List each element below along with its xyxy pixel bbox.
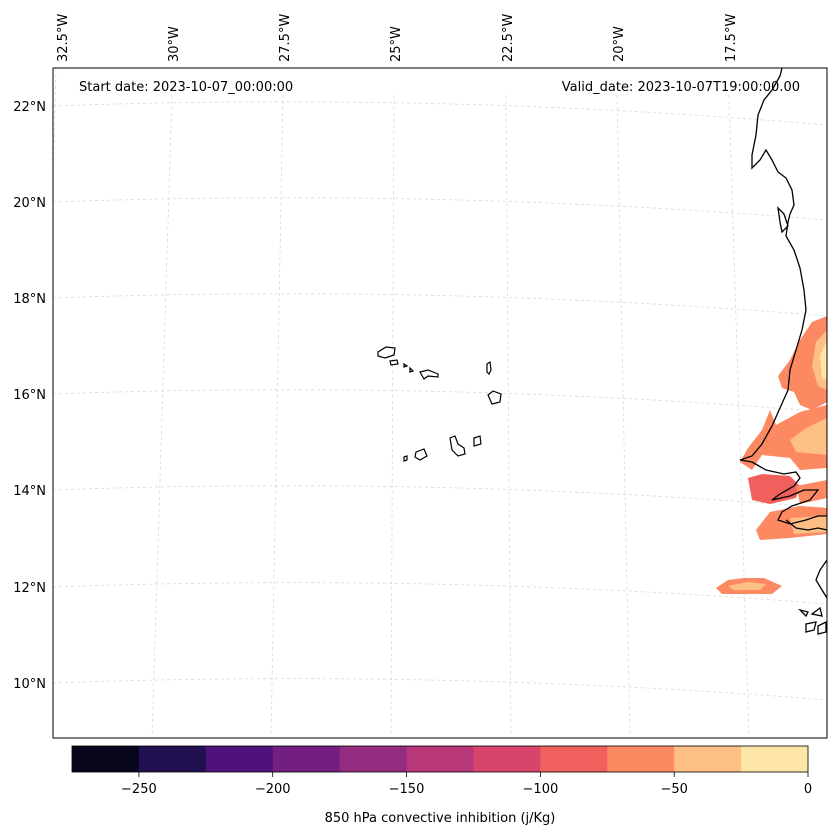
lat-label-14n: 14°N: [13, 484, 46, 499]
colorbar-bin-5: [406, 746, 474, 772]
colorbar-label: 850 hPa convective inhibition (j/Kg): [325, 811, 556, 826]
colorbar-tick-label: −250: [121, 782, 157, 797]
lon-label-17-5w: 17.5°W: [724, 14, 739, 62]
longitude-labels: 32.5°W 30°W 27.5°W 25°W 22.5°W 20°W 17.5…: [56, 14, 739, 62]
map-frame: [52, 67, 828, 739]
colorbar-bin-1: [138, 746, 207, 772]
colorbar-bins: [72, 746, 809, 772]
contour-region-north: [778, 316, 827, 410]
gridline-lon-20w: [616, 94, 631, 739]
colorbar-bin-4: [339, 746, 408, 772]
contour-region-senegal: [740, 405, 827, 470]
colorbar-bin-3: [272, 746, 341, 772]
gridline-lon-17-5w: [728, 94, 750, 739]
lon-label-27-5w: 27.5°W: [278, 14, 293, 62]
colorbar-bin-10: [741, 746, 809, 772]
contour-region-offshore-south-inner: [728, 582, 766, 590]
map-background: [53, 68, 827, 738]
lon-label-32-5w: 32.5°W: [56, 14, 71, 62]
island-sao-vicente: [389, 359, 399, 366]
gridline-lat-12n: [52, 582, 828, 605]
start-date-label: Start date: 2023-10-07_00:00:00: [79, 80, 293, 95]
lat-label-18n: 18°N: [13, 292, 46, 307]
coastline-banc-arguin: [777, 206, 789, 234]
lat-label-16n: 16°N: [13, 388, 46, 403]
gridline-lon-27-5w: [270, 94, 284, 739]
lon-label-20w: 20°W: [612, 26, 627, 62]
gridline-lat-14n: [52, 485, 828, 509]
gridline-lat-18n: [52, 293, 828, 317]
gridline-lat-22n: [52, 101, 828, 126]
island-brava: [403, 455, 408, 462]
colorbar-tick-label: −200: [255, 782, 291, 797]
colorbar-bin-6: [473, 746, 541, 772]
island-ilheu: [409, 366, 415, 373]
gridlines: [52, 67, 828, 739]
colorbar-bin-8: [607, 746, 675, 772]
coastlines: [739, 67, 828, 635]
colorbar-bin-0: [72, 746, 140, 772]
gridline-lat-20n: [52, 197, 828, 221]
colorbar: −250 −200 −150 −100 −50 0 850 hPa convec…: [71, 745, 812, 826]
island-sal: [486, 360, 492, 376]
island-sao-nicolau: [419, 369, 439, 380]
coastline-mainland: [739, 67, 827, 525]
latitude-labels: 22°N 20°N 18°N 16°N 14°N 12°N 10°N: [13, 100, 46, 692]
lat-label-10n: 10°N: [13, 677, 46, 692]
coastline-bissau: [785, 519, 828, 531]
contour-region-senegal-inner: [790, 418, 827, 455]
colorbar-bin-7: [540, 746, 608, 772]
lon-label-30w: 30°W: [167, 26, 182, 62]
valid-date-label: Valid_date: 2023-10-07T19:00:00.00: [562, 80, 800, 95]
colorbar-tick-label: −50: [660, 782, 687, 797]
gridline-lat-16n: [52, 389, 828, 413]
map-panel: Start date: 2023-10-07_00:00:00 Valid_da…: [13, 14, 828, 739]
island-fogo: [414, 448, 428, 461]
colorbar-bin-9: [674, 746, 742, 772]
colorbar-tick-label: −150: [389, 782, 425, 797]
colorbar-ticks: −250 −200 −150 −100 −50 0: [121, 772, 812, 797]
colorbar-bin-2: [205, 746, 274, 772]
gridline-lon-22-5w: [505, 94, 512, 739]
lat-label-22n: 22°N: [13, 100, 46, 115]
coastline-bijagos-islands: [797, 606, 827, 635]
gridline-lon-25w: [390, 94, 395, 739]
island-santo-antao: [377, 346, 396, 359]
gridline-lon-32-5w: [52, 67, 57, 181]
island-santiago: [449, 435, 466, 457]
lon-label-22-5w: 22.5°W: [501, 14, 516, 62]
lat-label-12n: 12°N: [13, 581, 46, 596]
coastline-guinea: [815, 559, 828, 599]
contour-region-guinea-bissau-inner: [790, 516, 827, 534]
lon-label-25w: 25°W: [389, 26, 404, 62]
colorbar-tick-label: 0: [804, 782, 812, 797]
island-maio: [473, 435, 482, 447]
island-santa-luzia: [403, 362, 409, 368]
island-boa-vista: [487, 390, 502, 405]
contour-region-north-core: [820, 340, 827, 380]
lat-label-20n: 20°N: [13, 196, 46, 211]
gridline-lat-10n: [52, 678, 828, 701]
contour-region-gambia-east: [796, 480, 827, 504]
cape-verde-islands: [377, 346, 502, 462]
colorbar-frame: [71, 745, 809, 773]
colorbar-tick-label: −100: [523, 782, 559, 797]
gridline-lon-30w: [151, 94, 173, 739]
